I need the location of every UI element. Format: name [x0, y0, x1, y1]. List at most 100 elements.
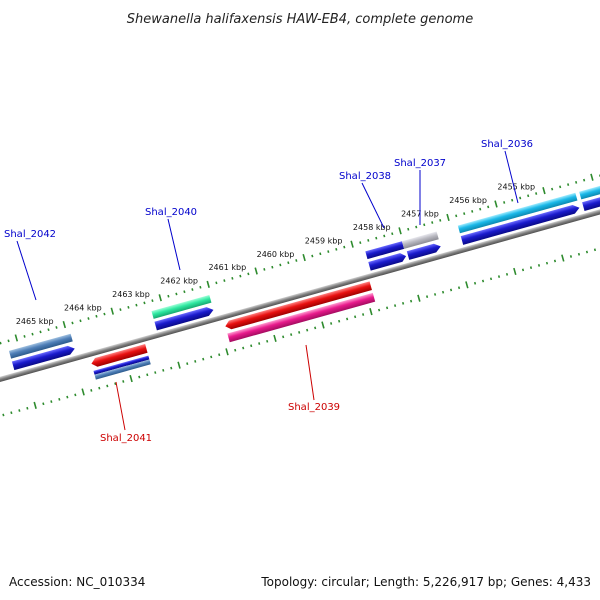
ruler-upper-minor-tick [527, 194, 530, 198]
ruler-upper-minor-tick [183, 290, 186, 294]
ruler-lower-minor-tick [409, 299, 413, 303]
gene-feature-shal-2037[interactable] [401, 231, 439, 249]
ruler-lower-minor-tick [170, 366, 173, 370]
ruler-upper-minor-tick [319, 252, 322, 256]
ruler-upper-minor-tick [263, 268, 266, 271]
ruler-upper-minor-tick [503, 201, 506, 204]
ruler-lower-major-tick [321, 321, 325, 329]
gene-feature-edge-upper[interactable] [579, 181, 600, 200]
cds-feature-shal-2037[interactable] [406, 242, 442, 260]
ruler-lower-minor-tick [505, 272, 509, 276]
ruler-upper-minor-tick [287, 261, 290, 265]
cds-feature-shal-2042[interactable] [11, 344, 76, 371]
ruler-upper-major-tick [350, 240, 354, 248]
ruler-tick-label: 2458 kbp [353, 223, 391, 232]
ruler-lower-minor-tick [10, 411, 13, 415]
gene-labels: Shal_2042 Shal_2040 Shal_2038 Shal_2037 … [4, 139, 533, 444]
gene-feature-shal-2042[interactable] [8, 333, 73, 359]
ruler-lower-minor-tick [250, 344, 253, 348]
ruler-upper-major-tick [254, 267, 258, 275]
ruler-lower-minor-tick [330, 322, 333, 325]
ruler-tick-label: 2456 kbp [449, 196, 487, 205]
ruler-upper-minor-tick [47, 328, 50, 332]
ruler-lower-major-tick [33, 401, 37, 409]
gene-label-shal-2039[interactable]: Shal_2039 [288, 402, 340, 413]
gene-label-shal-2038[interactable]: Shal_2038 [339, 171, 391, 182]
ruler-upper-minor-tick [335, 247, 338, 251]
ruler-tick-label: 2465 kbp [16, 317, 54, 326]
ruler-lower-minor-tick [2, 413, 5, 417]
ruler-lower-minor-tick [585, 250, 589, 254]
ruler-upper-minor-tick [119, 308, 122, 311]
ruler-upper-minor-tick [295, 259, 298, 262]
ruler-lower-major-tick [417, 294, 421, 302]
ruler-upper-minor-tick [95, 314, 98, 318]
ruler-upper-minor-tick [463, 212, 466, 215]
cds-feature-shal-2040[interactable] [154, 306, 214, 331]
ruler-upper-minor-tick [455, 214, 458, 218]
cds-feature-shal-2038[interactable] [368, 252, 407, 271]
gene-label-shal-2041[interactable]: Shal_2041 [100, 433, 152, 444]
leader-line-shal-2038 [361, 182, 385, 229]
ruler-lower-minor-tick [394, 304, 397, 307]
ruler-upper-minor-tick [143, 301, 146, 305]
ruler-lower-minor-tick [66, 395, 69, 399]
ruler-lower-minor-tick [98, 386, 101, 390]
ruler-tick-label: 2462 kbp [160, 277, 198, 286]
cds-feature-shal-2039[interactable] [227, 292, 376, 343]
ruler-lower-minor-tick [106, 384, 109, 388]
cds-feature-edge-upper[interactable] [582, 192, 600, 211]
ruler-upper-minor-tick [39, 330, 42, 334]
ruler-upper-minor-tick [103, 312, 106, 316]
ruler-upper-minor-tick [223, 279, 226, 282]
ruler-lower-major-tick [225, 348, 229, 356]
ruler-upper-minor-tick [567, 183, 570, 186]
ruler-lower-major-tick [465, 281, 469, 289]
ruler-upper-minor-tick [535, 192, 538, 195]
ruler-lower-minor-tick [577, 252, 581, 256]
gene-feature-shal-2036[interactable] [457, 192, 578, 234]
gene-label-shal-2042[interactable]: Shal_2042 [4, 229, 56, 240]
gene-feature-shal-2038[interactable] [365, 241, 405, 260]
ruler-lower-minor-tick [282, 335, 285, 339]
ruler-upper-minor-tick [191, 288, 194, 291]
ruler-upper-minor-tick [575, 181, 578, 184]
ruler-lower-minor-tick [362, 313, 365, 316]
ruler-upper-major-tick [158, 294, 162, 302]
ruler-upper-minor-tick [247, 272, 250, 276]
cds-feature-shal-2041b[interactable] [94, 359, 151, 380]
ruler-upper-minor-tick [7, 339, 10, 343]
map-title: Shewanella halifaxensis HAW-EB4, complet… [127, 12, 473, 27]
ruler-lower-minor-tick [202, 357, 205, 361]
accession-text: Accession: NC_010334 [9, 575, 145, 589]
ruler-lower-minor-tick [290, 333, 293, 336]
cds-feature-shal-2036[interactable] [460, 203, 581, 245]
ruler-upper-minor-tick [0, 341, 2, 345]
ruler-upper-major-tick [206, 280, 210, 288]
ruler-upper-minor-tick [471, 210, 474, 213]
leader-line-shal-2036 [504, 150, 519, 204]
ruler-lower-minor-tick [449, 288, 453, 292]
gene-label-shal-2036[interactable]: Shal_2036 [481, 139, 533, 150]
genome-backbone [0, 203, 600, 391]
gene-feature-shal-2039[interactable] [224, 281, 372, 330]
ruler-upper-minor-tick [215, 281, 218, 285]
ruler-upper-major-tick [542, 187, 546, 195]
ruler-upper-major-tick [446, 213, 450, 222]
leader-line-shal-2042 [16, 240, 37, 301]
gene-feature-shal-2041[interactable] [90, 344, 148, 368]
ruler-lower-minor-tick [553, 259, 557, 263]
gene-feature-shal-2040[interactable] [151, 294, 212, 319]
ruler-lower-minor-tick [338, 319, 341, 323]
ruler-lower-minor-tick [122, 380, 125, 383]
gene-label-shal-2040[interactable]: Shal_2040 [145, 207, 197, 218]
ruler-upper-minor-tick [31, 332, 34, 336]
gene-label-shal-2037[interactable]: Shal_2037 [394, 158, 446, 169]
ruler-lower-minor-tick [545, 261, 549, 265]
ruler-lower-minor-tick [210, 355, 213, 359]
ruler-upper-minor-tick [71, 321, 74, 325]
ruler-tick-label: 2455 kbp [497, 183, 535, 192]
ruler-upper-minor-tick [519, 196, 522, 200]
ruler-lower-major-tick [561, 254, 565, 262]
cds-feature-shal-2041a[interactable] [93, 355, 150, 375]
